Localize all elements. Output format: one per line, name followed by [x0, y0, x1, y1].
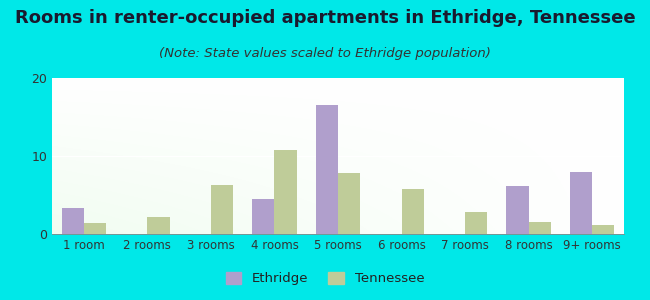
Bar [211, 185, 233, 234]
Legend: Ethridge, Tennessee: Ethridge, Tennessee [220, 266, 430, 290]
Bar [528, 222, 551, 234]
Bar [592, 225, 614, 234]
Bar [148, 217, 170, 234]
Bar [465, 212, 488, 234]
Bar [62, 208, 84, 234]
Bar [274, 150, 296, 234]
Bar [252, 199, 274, 234]
Text: (Note: State values scaled to Ethridge population): (Note: State values scaled to Ethridge p… [159, 46, 491, 59]
Text: Rooms in renter-occupied apartments in Ethridge, Tennessee: Rooms in renter-occupied apartments in E… [15, 9, 635, 27]
Bar [402, 189, 424, 234]
Bar [84, 223, 106, 234]
Bar [570, 172, 592, 234]
Bar [506, 186, 528, 234]
Bar [338, 173, 360, 234]
Bar [316, 105, 338, 234]
